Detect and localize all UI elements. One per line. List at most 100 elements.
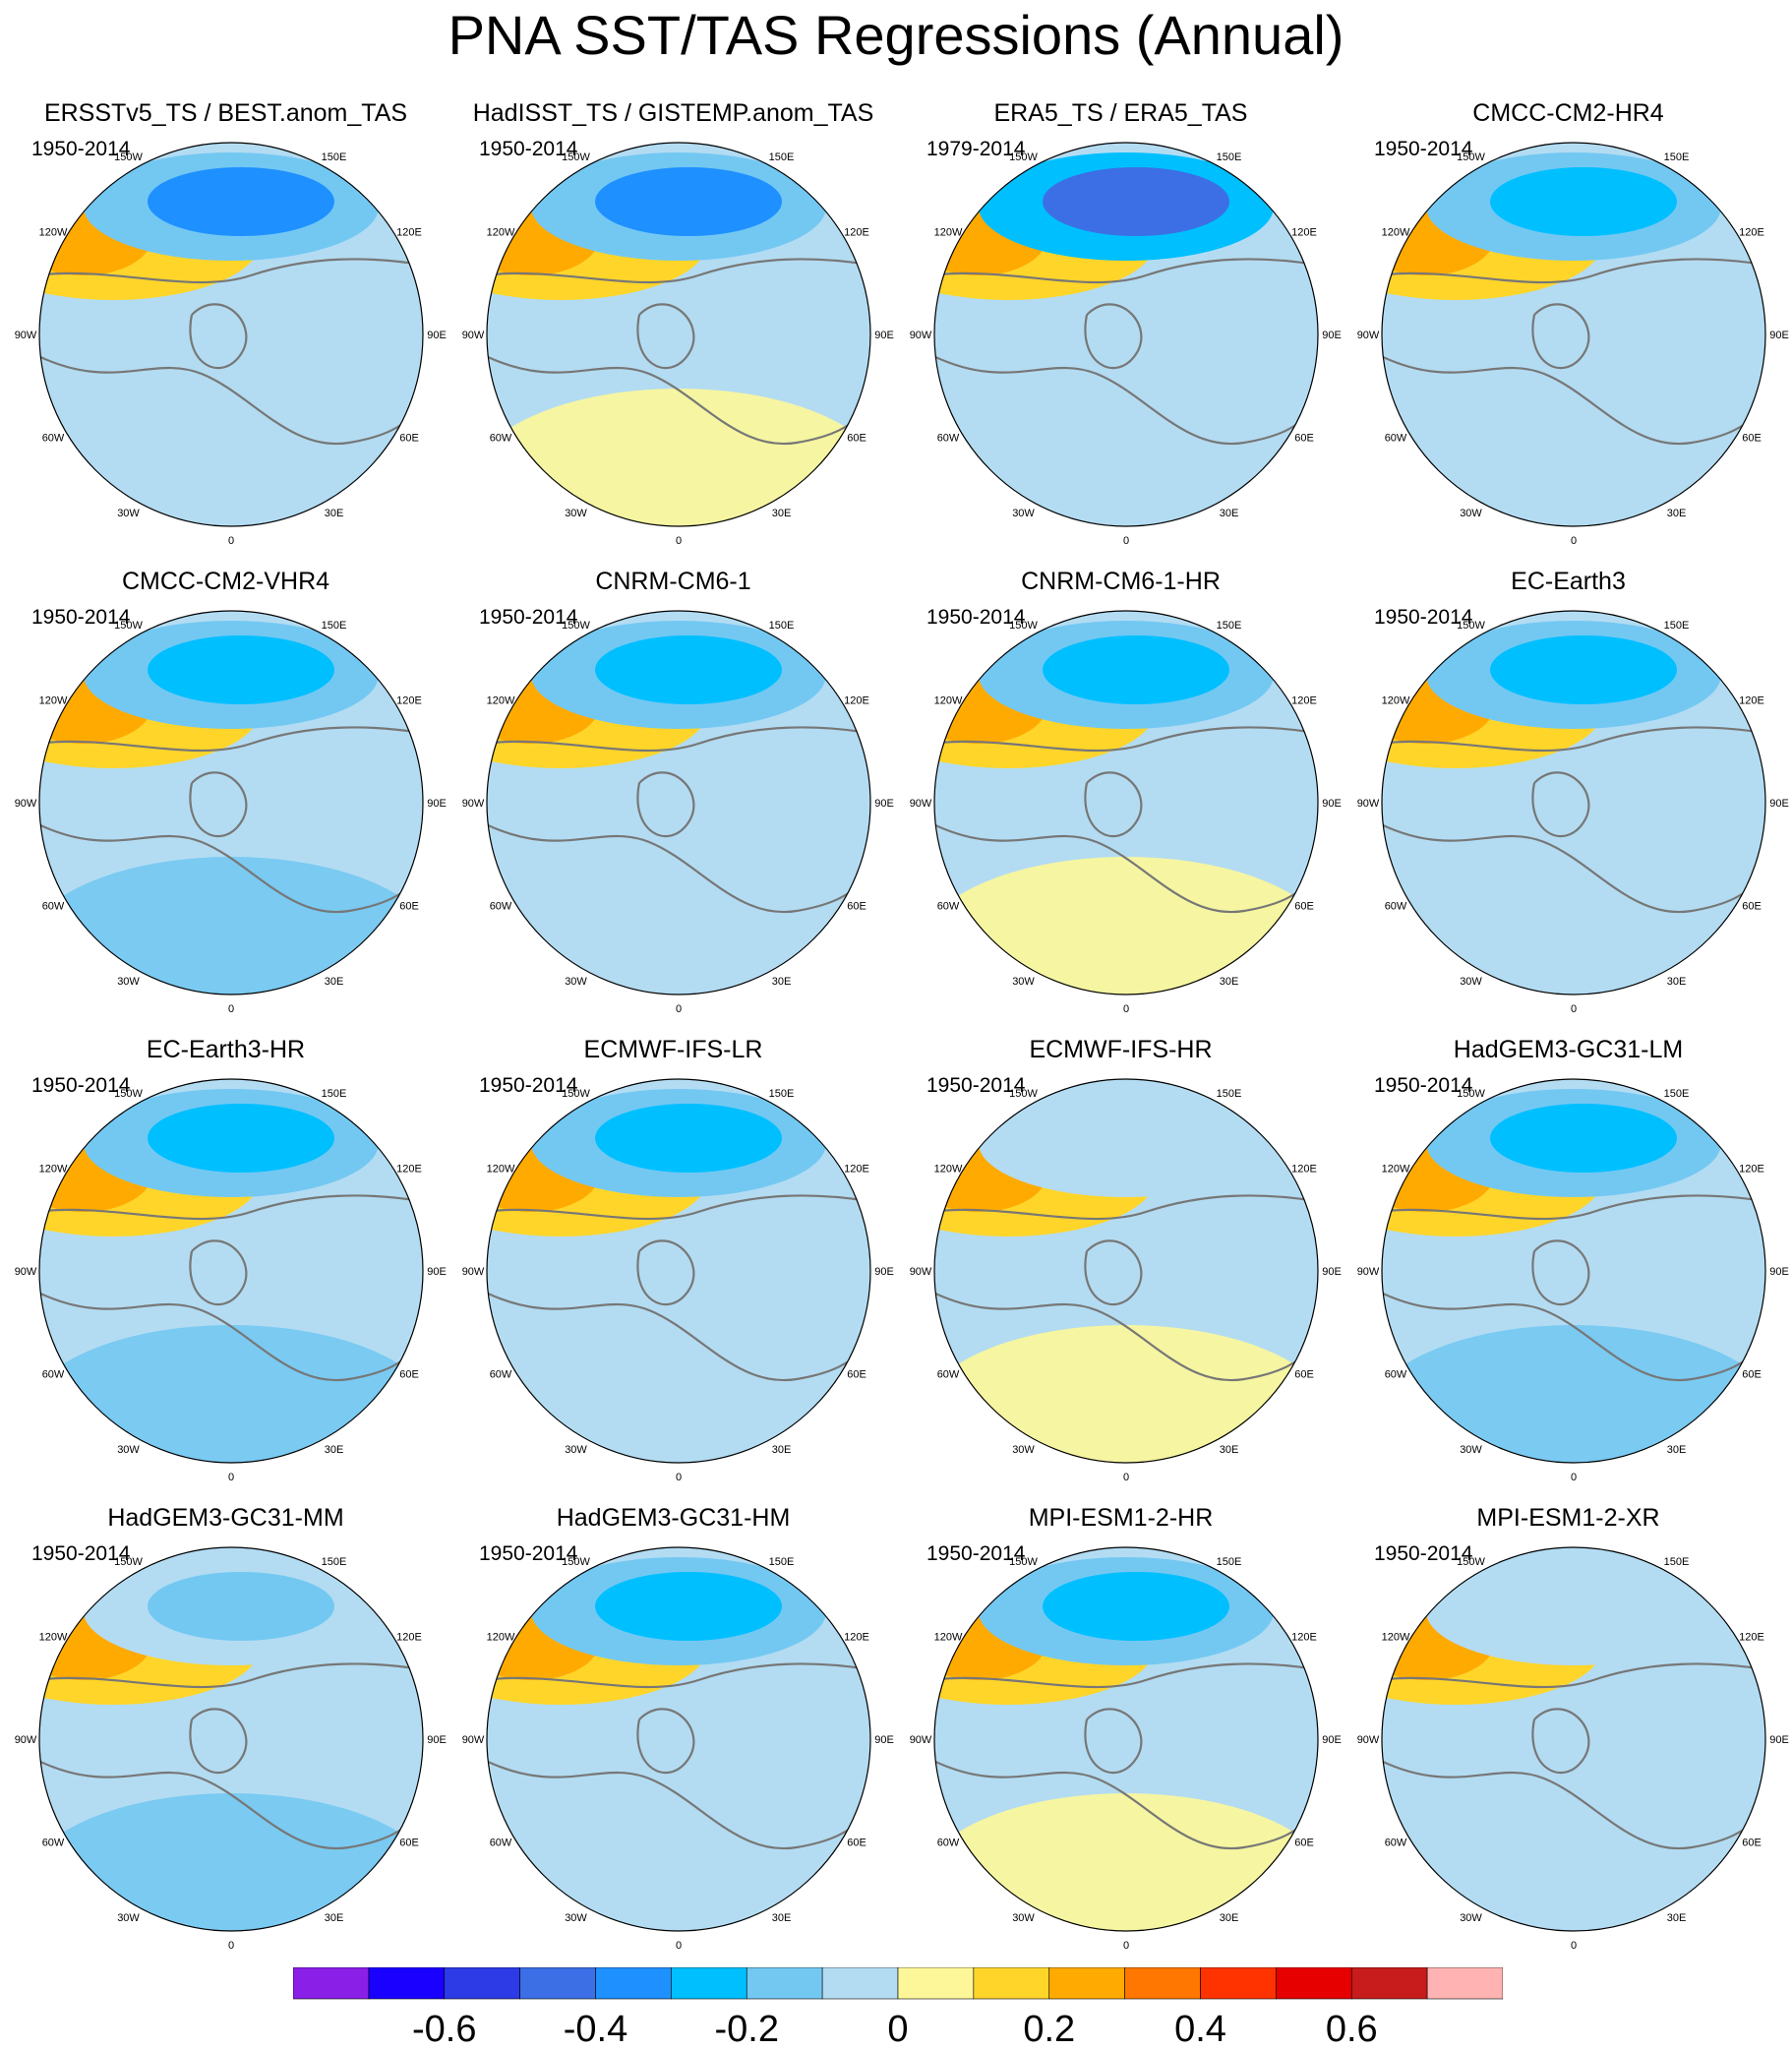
longitude-label: 30W <box>565 1912 587 1924</box>
longitude-label: 60W <box>42 1369 65 1381</box>
longitude-label: 120W <box>1382 695 1410 707</box>
field-pacific-core <box>595 1572 782 1641</box>
longitude-label: 90E <box>1322 1266 1342 1278</box>
longitude-label: 90E <box>1769 330 1789 341</box>
panel-title: CNRM-CM6-1 <box>595 568 751 595</box>
longitude-label: 0 <box>228 535 234 547</box>
map-outline <box>1381 1546 1766 1932</box>
longitude-label: 120W <box>487 1632 515 1644</box>
longitude-label: 120W <box>1382 1164 1410 1176</box>
longitude-label: 150W <box>1457 620 1485 632</box>
longitude-label: 60W <box>1385 901 1407 913</box>
map-outline <box>486 610 871 995</box>
longitude-label: 30W <box>1460 976 1482 988</box>
longitude-label: 30E <box>1220 1444 1239 1456</box>
field-pacific-core <box>1043 1572 1229 1641</box>
panel-period: 1950-2014 <box>479 1542 578 1565</box>
colorbar-bin <box>746 1967 823 2000</box>
map-outline <box>486 1078 871 1464</box>
field-pacific-core <box>1490 635 1677 704</box>
coastline <box>39 1662 423 1850</box>
panel-title: ERSSTv5_TS / BEST.anom_TAS <box>43 99 408 127</box>
longitude-label: 30E <box>325 508 344 519</box>
longitude-label: 60W <box>937 1838 960 1849</box>
panel-period: 1950-2014 <box>31 1074 131 1097</box>
longitude-label: 150W <box>114 620 143 632</box>
longitude-label: 120E <box>1291 695 1317 707</box>
longitude-label: 150W <box>1009 1088 1038 1100</box>
longitude-label: 90W <box>910 1734 932 1746</box>
longitude-label: 30W <box>1012 1444 1035 1456</box>
panel-period: 1950-2014 <box>479 606 578 629</box>
longitude-label: 60W <box>42 1838 65 1849</box>
panel-title: CMCC-CM2-VHR4 <box>121 568 330 595</box>
field-pacific-core <box>595 167 782 236</box>
field-atlantic <box>39 1325 423 1463</box>
polar-map: 180150E120E90E60E30E030W60W90W120W150W <box>910 1546 1342 1952</box>
coastline <box>487 1662 870 1850</box>
colorbar-bin <box>1124 1967 1201 2000</box>
longitude-label: 90E <box>1322 1734 1342 1746</box>
map-outline <box>486 142 871 527</box>
longitude-label: 120W <box>934 227 963 239</box>
longitude-label: 90E <box>874 330 894 341</box>
field-atlantic <box>487 857 870 995</box>
longitude-label: 90W <box>15 330 37 341</box>
longitude-label: 90E <box>427 330 447 341</box>
field-pacific-core <box>1043 1104 1229 1173</box>
map-panel: MPI-ESM1-2-XR1950-2014180150E120E90E60E3… <box>1344 1503 1792 1965</box>
longitude-label: 0 <box>1123 1003 1129 1015</box>
coastline <box>1382 726 1765 914</box>
longitude-label: 150W <box>562 620 590 632</box>
map-panel: CMCC-CM2-VHR4 1950-2014180150E120E90E60E3… <box>2 567 449 1029</box>
longitude-label: 60W <box>42 433 65 445</box>
colorbar-bin <box>1426 1967 1503 2000</box>
longitude-label: 60W <box>937 901 960 913</box>
polar-map: 180150E120E90E60E30E030W60W90W120W150W <box>1357 610 1789 1015</box>
longitude-label: 120E <box>1739 1164 1764 1176</box>
longitude-label: 30W <box>1012 508 1035 519</box>
field-atlantic <box>487 1325 870 1463</box>
coastline <box>39 258 423 446</box>
longitude-label: 90W <box>910 330 932 341</box>
longitude-label: 120E <box>844 1164 869 1176</box>
panel-title: HadGEM3-GC31-MM <box>107 1504 344 1532</box>
longitude-label: 90E <box>1769 1266 1789 1278</box>
longitude-label: 120W <box>487 1164 515 1176</box>
field-pacific-core <box>1043 635 1229 704</box>
polar-map: 180150E120E90E60E30E030W60W90W120W150W <box>15 610 447 1015</box>
longitude-label: 30E <box>1220 976 1239 988</box>
longitude-label: 0 <box>1571 1003 1577 1015</box>
longitude-label: 120W <box>487 227 515 239</box>
longitude-label: 30E <box>1667 976 1687 988</box>
longitude-label: 150E <box>769 620 795 632</box>
map-panel: CNRM-CM6-11950-2014180150E120E90E60E30E0… <box>449 567 897 1029</box>
longitude-label: 60E <box>1742 901 1762 913</box>
colorbar-bin <box>973 1967 1050 2000</box>
colorbar-bin <box>293 1967 370 2000</box>
map-panel: HadISST_TS / GISTEMP.anom_TAS1950-201418… <box>449 98 897 561</box>
longitude-label: 60E <box>1294 433 1314 445</box>
coastline <box>1382 1194 1765 1382</box>
map-panel: HadGEM3-GC31-HM1950-2014180150E120E90E60… <box>449 1503 897 1965</box>
longitude-label: 30W <box>1012 1912 1035 1924</box>
panel-title: ERA5_TS / ERA5_TAS <box>993 99 1248 127</box>
field-pacific-core <box>148 635 334 704</box>
field-pacific-core <box>148 1104 334 1173</box>
longitude-label: 30E <box>772 508 792 519</box>
map-outline <box>38 1546 424 1932</box>
panel-period: 1950-2014 <box>31 606 131 629</box>
panel-title: HadISST_TS / GISTEMP.anom_TAS <box>472 99 874 127</box>
longitude-label: 30E <box>1220 508 1239 519</box>
longitude-label: 150E <box>1217 151 1242 163</box>
panel-period: 1950-2014 <box>31 138 131 160</box>
longitude-label: 90E <box>1322 330 1342 341</box>
longitude-label: 0 <box>1123 1940 1129 1952</box>
longitude-label: 120E <box>396 1164 422 1176</box>
longitude-label: 90E <box>874 798 894 810</box>
longitude-label: 30W <box>565 1444 587 1456</box>
longitude-label: 60E <box>399 1369 419 1381</box>
longitude-label: 90W <box>910 798 932 810</box>
field-pacific-core <box>1490 1104 1677 1173</box>
longitude-label: 120E <box>396 1632 422 1644</box>
